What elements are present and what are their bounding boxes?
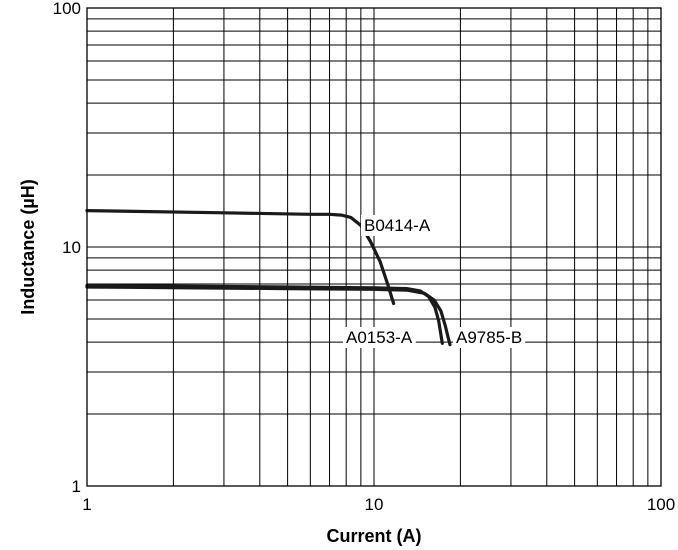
series-label-b0414-a: B0414-A xyxy=(364,216,431,235)
series-line-b0414-a xyxy=(85,209,396,306)
series-curves xyxy=(85,209,452,347)
y-tick-label: 10 xyxy=(62,238,81,257)
y-axis-title: Inductance (µH) xyxy=(18,179,38,314)
series-labels: B0414-A A0153-A A9785-B xyxy=(343,215,526,348)
series-label-a0153-a: A0153-A xyxy=(346,328,413,347)
series-label-background xyxy=(453,327,526,348)
x-tick-label: 100 xyxy=(647,495,675,514)
plot-frame xyxy=(86,7,662,487)
y-tick-label: 100 xyxy=(53,0,81,18)
series-label-background xyxy=(361,215,434,236)
x-tick-label: 1 xyxy=(82,495,91,514)
x-axis-title: Current (A) xyxy=(327,526,422,546)
x-tick-label: 10 xyxy=(365,495,384,514)
series-label-a9785-b: A9785-B xyxy=(456,328,522,347)
grid-lines xyxy=(87,8,661,486)
series-line-a9785-b xyxy=(85,285,452,347)
y-tick-label: 1 xyxy=(72,477,81,496)
series-label-background xyxy=(343,327,416,348)
tick-labels: 1 10 100 1 10 100 xyxy=(53,0,676,514)
